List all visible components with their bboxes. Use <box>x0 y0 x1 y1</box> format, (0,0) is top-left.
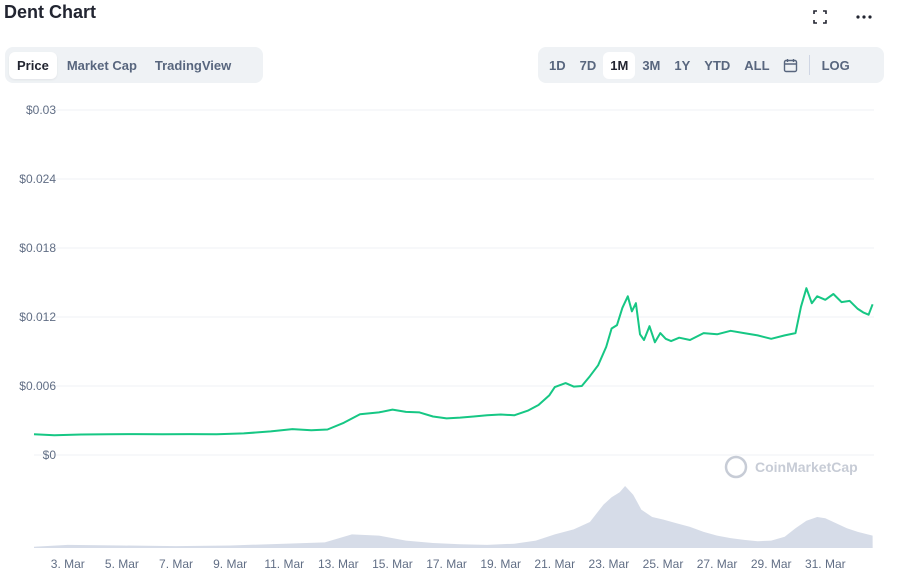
x-tick-label: 19. Mar <box>480 557 521 571</box>
range-3m[interactable]: 3M <box>642 57 661 73</box>
calendar-icon[interactable] <box>777 54 804 77</box>
range-all[interactable]: ALL <box>744 57 770 73</box>
range-divider <box>808 55 810 75</box>
x-tick-label: 5. Mar <box>105 557 139 571</box>
more-icon[interactable] <box>853 6 875 28</box>
range-1m[interactable]: 1M <box>603 51 636 79</box>
volume-area <box>34 486 873 548</box>
fullscreen-icon[interactable] <box>809 6 831 28</box>
y-tick-label: $0.012 <box>19 310 56 324</box>
y-tick-label: $0.024 <box>19 172 56 186</box>
time-range-selector: 1D 7D 1M 3M 1Y YTD ALL LOG <box>538 47 884 83</box>
x-tick-label: 17. Mar <box>426 557 467 571</box>
log-toggle[interactable]: LOG <box>821 57 850 73</box>
x-tick-label: 29. Mar <box>751 557 792 571</box>
x-tick-label: 15. Mar <box>372 557 413 571</box>
range-ytd[interactable]: YTD <box>704 57 731 73</box>
x-tick-label: 21. Mar <box>534 557 575 571</box>
coinmarketcap-watermark <box>724 455 748 479</box>
x-tick-label: 13. Mar <box>318 557 359 571</box>
x-tick-label: 3. Mar <box>51 557 85 571</box>
page-title: Dent Chart <box>4 2 97 22</box>
watermark-text: CoinMarketCap <box>755 459 858 475</box>
y-tick-label: $0.03 <box>26 103 56 117</box>
range-1y[interactable]: 1Y <box>674 57 691 73</box>
x-tick-label: 27. Mar <box>697 557 738 571</box>
x-tick-label: 25. Mar <box>643 557 684 571</box>
tab-tradingview[interactable]: TradingView <box>154 57 232 73</box>
x-tick-label: 23. Mar <box>589 557 630 571</box>
price-line <box>33 287 874 437</box>
x-tick-label: 11. Mar <box>264 557 304 571</box>
y-tick-label: $0 <box>43 448 57 462</box>
y-tick-label: $0.018 <box>19 241 56 255</box>
x-tick-label: 31. Mar <box>805 557 846 571</box>
range-7d[interactable]: 7D <box>579 57 597 73</box>
y-tick-label: $0.006 <box>19 379 56 393</box>
x-tick-label: 7. Mar <box>159 557 193 571</box>
header-actions <box>809 6 875 28</box>
chart-type-tabs: Price Market Cap TradingView <box>5 47 263 83</box>
price-chart: $0 $0.006 $0.012 $0.018 $0.024 $0.03 CoinMarke… <box>19 103 874 571</box>
tab-price[interactable]: Price <box>9 51 57 79</box>
x-tick-label: 9. Mar <box>213 557 247 571</box>
range-1d[interactable]: 1D <box>549 57 566 73</box>
tab-market-cap[interactable]: Market Cap <box>66 57 137 73</box>
